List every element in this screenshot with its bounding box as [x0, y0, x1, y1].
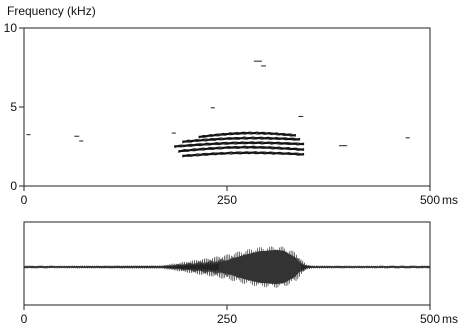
- waveform-x-ticks: 0 250 500 ms: [21, 305, 458, 326]
- harmonic-band: [182, 138, 301, 144]
- y-tick-label: 10: [4, 21, 18, 35]
- spectrogram-frame: [23, 27, 431, 187]
- spectrogram-panel: Frequency (kHz) 0 5 10 0 250 500 ms: [4, 4, 458, 207]
- spectrogram-y-ticks: 0 5 10: [4, 21, 24, 193]
- x-tick-label: 0: [21, 193, 28, 207]
- harmonic-band: [198, 133, 297, 139]
- harmonic-band: [182, 137, 301, 143]
- waveform-panel: 0 250 500 ms: [21, 221, 458, 326]
- y-tick-label: 0: [10, 179, 17, 193]
- spectrogram-noise: [26, 60, 410, 147]
- spectrogram-x-ticks: 0 250 500 ms: [21, 186, 458, 207]
- x-tick-label: 500: [420, 312, 440, 326]
- spectrogram-title: Frequency (kHz): [7, 4, 96, 18]
- x-tick-label: 250: [217, 193, 237, 207]
- x-tick-label: 500: [420, 193, 440, 207]
- waveform-envelope-fill: [218, 249, 304, 285]
- harmonic-band: [182, 152, 305, 158]
- harmonic-band: [178, 147, 305, 153]
- spectrogram-harmonics: [174, 131, 305, 158]
- x-unit-label: ms: [442, 193, 458, 207]
- x-tick-label: 0: [21, 312, 28, 326]
- harmonic-band: [174, 143, 305, 149]
- x-tick-label: 250: [217, 312, 237, 326]
- y-tick-label: 5: [10, 100, 17, 114]
- harmonic-band: [178, 146, 305, 153]
- harmonic-band: [198, 132, 297, 138]
- harmonic-band: [174, 141, 305, 148]
- x-unit-label: ms: [442, 312, 458, 326]
- harmonic-band: [182, 151, 305, 157]
